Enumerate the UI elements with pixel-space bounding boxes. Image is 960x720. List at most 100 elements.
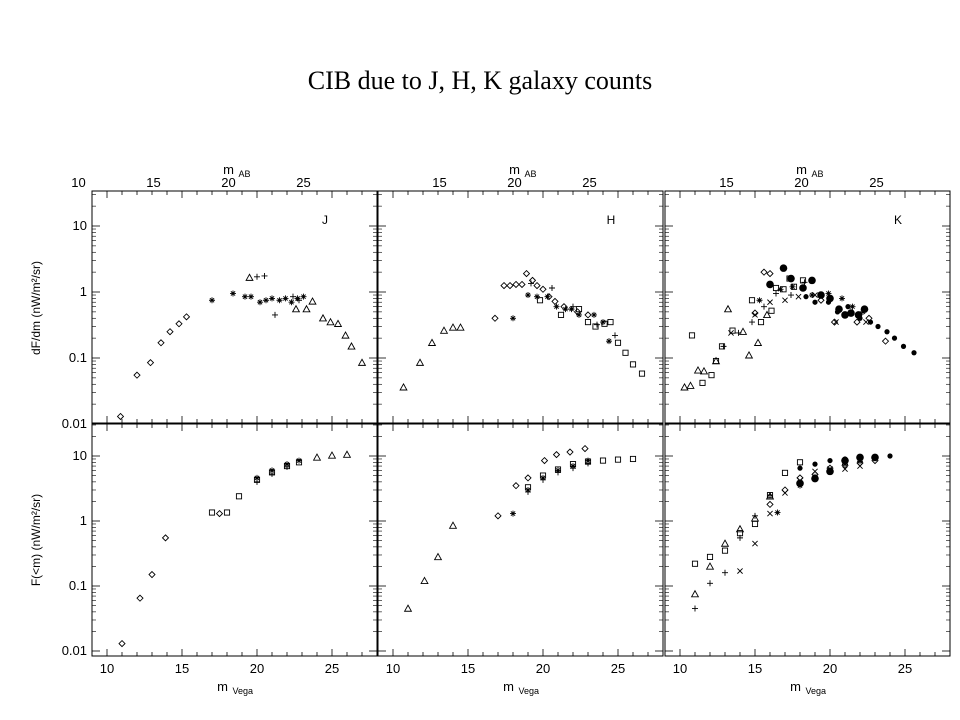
y-tick-label: 0.01 [62, 643, 87, 658]
triangle-marker [705, 562, 715, 570]
asterisk-marker [510, 315, 516, 322]
dot-marker [842, 456, 848, 462]
plus-marker [296, 297, 302, 304]
diamond-marker [881, 337, 890, 345]
square-marker [712, 357, 720, 365]
large-dot-marker [860, 305, 869, 313]
cross-marker [767, 299, 773, 306]
x-axis-label-sub: Vega [233, 686, 254, 696]
asterisk-marker [568, 306, 575, 313]
panel-J-integrated: 10 15 20 25 m Vega 0.01 0.1 1 10 [62, 423, 378, 696]
diamond-marker [760, 268, 768, 276]
asterisk-marker [774, 509, 781, 516]
square-marker [554, 466, 562, 473]
band-label: H [607, 213, 616, 227]
square-marker [748, 297, 756, 304]
square-marker [208, 509, 216, 516]
square-marker [772, 284, 780, 292]
asterisk-marker [534, 293, 540, 300]
top-axis-label-sub: AB [239, 169, 251, 179]
diamond-marker [506, 281, 514, 290]
asterisk-marker [288, 299, 295, 306]
triangle-marker [699, 366, 709, 375]
plus-marker [254, 273, 260, 280]
asterisk-marker [209, 297, 215, 304]
triangle-marker [433, 552, 443, 561]
dot-marker [875, 323, 881, 330]
large-dot-marker [826, 467, 834, 476]
dot-marker [845, 304, 851, 310]
diamond-marker [148, 570, 156, 579]
diamond-marker [512, 481, 520, 490]
x-tick-label: 25 [611, 661, 625, 676]
asterisk-marker [254, 474, 260, 481]
y-tick-label: 0.1 [69, 350, 87, 365]
dot-marker [803, 294, 809, 300]
plus-marker [585, 460, 591, 467]
triangle-marker [318, 313, 328, 322]
large-dot-marker [808, 276, 816, 285]
cross-marker [782, 297, 788, 304]
asterisk-marker [809, 292, 815, 299]
square-marker [614, 339, 622, 346]
large-dot-marker [817, 291, 825, 299]
top-tick-label: 20 [507, 175, 521, 190]
diamond-marker [500, 281, 508, 290]
top-tick-label: 25 [869, 175, 883, 190]
x-tick-label: 10 [673, 661, 687, 676]
figure-title: CIB due to J, H, K galaxy counts [307, 66, 653, 95]
square-marker [799, 277, 807, 284]
y-axis-label-bottom: F(<m) (nW/m²/sr) [29, 494, 43, 586]
square-marker [592, 323, 599, 330]
square-marker [607, 319, 614, 326]
diamond-marker [215, 509, 224, 518]
panel-H-differential: 15 20 25 m AB H [377, 162, 664, 425]
cross-marker [767, 510, 773, 517]
plus-marker [261, 272, 268, 279]
plus-marker [549, 284, 555, 291]
plus-marker [722, 569, 728, 576]
plus-marker [290, 293, 296, 300]
x-tick-label: 15 [461, 661, 475, 676]
asterisk-marker [242, 293, 248, 300]
square-marker [622, 349, 629, 356]
diamond-marker [766, 269, 774, 278]
diamond-marker [560, 303, 568, 311]
plus-marker [801, 279, 808, 286]
x-axis-label-sub: Vega [806, 686, 827, 696]
diamond-marker [175, 320, 183, 328]
top-axis-label-sub: AB [812, 169, 824, 179]
plus-marker [528, 280, 534, 287]
diamond-marker [781, 486, 789, 494]
plus-marker [749, 319, 755, 326]
x-tick-label: 10 [100, 661, 114, 676]
diamond-marker [584, 311, 592, 319]
square-marker [614, 456, 622, 463]
plus-marker [612, 332, 618, 339]
plus-marker [720, 343, 727, 350]
plus-marker [735, 329, 742, 336]
triangle-marker [333, 319, 343, 327]
square-marker [235, 493, 243, 500]
x-tick-label: 20 [536, 661, 550, 676]
y-axis-label-top: dF/dm (nW/m²/sr) [29, 261, 43, 355]
triangle-marker [347, 342, 356, 350]
cross-marker [842, 466, 848, 472]
square-marker [629, 361, 637, 368]
cross-marker [795, 293, 802, 300]
x-axis-label: m [503, 679, 514, 694]
asterisk-marker [230, 290, 236, 297]
square-marker [569, 461, 577, 468]
square-marker [688, 332, 696, 339]
plus-marker [570, 465, 576, 472]
square-marker [557, 311, 565, 318]
x-tick-label: 15 [748, 661, 762, 676]
band-label: J [322, 213, 328, 227]
triangle-marker [686, 381, 695, 389]
asterisk-marker [591, 311, 597, 318]
asterisk-marker [756, 297, 763, 304]
square-marker [796, 459, 804, 466]
triangle-marker [312, 453, 322, 461]
cross-marker [737, 568, 743, 574]
dot-marker [797, 465, 803, 471]
